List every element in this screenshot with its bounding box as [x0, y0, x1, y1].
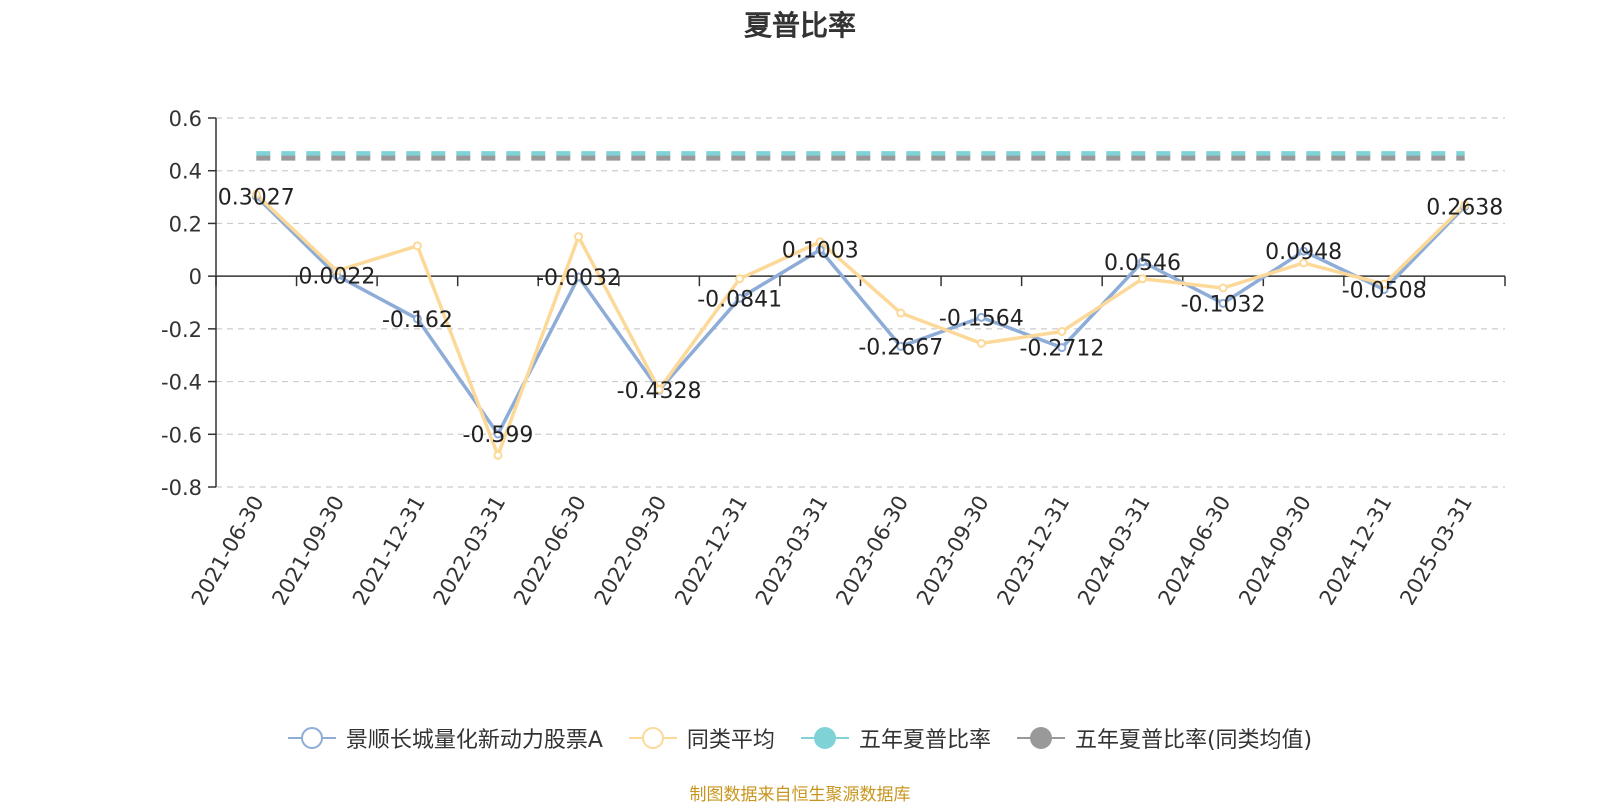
x-tick-label: 2024-12-31 [1315, 492, 1397, 610]
series-point-0 [976, 312, 986, 322]
x-tick-label: 2022-06-30 [509, 492, 591, 610]
series-point-0 [735, 293, 745, 303]
y-tick-label: 0 [189, 265, 202, 289]
data-label: -0.4328 [617, 379, 702, 404]
x-tick-label: 2021-09-30 [267, 492, 349, 610]
series-point-1 [1379, 279, 1389, 289]
y-tick-label: -0.2 [161, 318, 202, 342]
series-point-1 [896, 308, 906, 318]
x-tick-label: 2023-06-30 [831, 492, 913, 610]
x-tick-label: 2022-12-31 [670, 492, 752, 610]
series-point-1 [574, 232, 584, 242]
series-point-1 [1299, 258, 1309, 268]
x-tick-label: 2021-12-31 [348, 492, 430, 610]
y-tick-label: -0.6 [161, 423, 202, 447]
y-tick-label: 0.6 [169, 107, 202, 131]
legend-marker-peer-avg [628, 727, 677, 749]
data-label: -0.0841 [697, 287, 782, 312]
data-label: 0.2638 [1426, 196, 1503, 221]
series-point-1 [412, 241, 422, 251]
legend-item-fund[interactable]: 景顺长城量化新动力股票A [287, 722, 603, 754]
series-point-1 [815, 237, 825, 247]
y-tick-label: 0.2 [169, 212, 202, 236]
x-tick-label: 2023-12-31 [992, 492, 1074, 610]
series-point-1 [493, 450, 503, 460]
chart-title: 夏普比率 [743, 9, 856, 42]
legend-label-five-year-peer: 五年夏普比率(同类均值) [1074, 728, 1313, 753]
series-point-1 [1137, 274, 1147, 284]
series-point-0 [493, 429, 503, 439]
series-point-1 [735, 274, 745, 284]
data-label: -0.1032 [1181, 292, 1266, 317]
y-tick-label: 0.4 [169, 160, 202, 184]
y-tick-label: -0.8 [161, 476, 202, 500]
series-point-0 [1137, 257, 1147, 267]
series-point-1 [332, 266, 342, 276]
x-tick-label: 2023-09-30 [912, 492, 994, 610]
legend-label-five-year: 五年夏普比率 [858, 728, 991, 753]
chart-legend: 景顺长城量化新动力股票A 同类平均 五年夏普比率 五年夏普比率(同类均值) [0, 722, 1600, 754]
data-source-note: 制图数据来自恒生聚源数据库 [689, 785, 911, 805]
legend-marker-five-year [800, 727, 849, 749]
x-tick-label: 2023-03-31 [751, 492, 833, 610]
series-point-1 [654, 384, 664, 394]
x-tick-label: 2025-03-31 [1395, 492, 1477, 610]
legend-label-peer-avg: 同类平均 [686, 728, 775, 753]
series-point-0 [896, 341, 906, 351]
series-point-0 [412, 314, 422, 324]
x-tick-label: 2024-03-31 [1073, 492, 1155, 610]
legend-marker-fund [287, 727, 336, 749]
series-point-1 [1460, 200, 1470, 210]
data-label: 0.1003 [782, 239, 859, 264]
series-point-1 [251, 189, 261, 199]
data-label: 0.0022 [298, 265, 375, 290]
x-tick-label: 2024-09-30 [1234, 492, 1316, 610]
legend-marker-five-year-peer [1016, 727, 1065, 749]
legend-item-five-year[interactable]: 五年夏普比率 [800, 722, 991, 754]
data-label: -0.2667 [858, 335, 943, 360]
x-tick-label: 2024-06-30 [1154, 492, 1236, 610]
series-point-0 [1299, 246, 1309, 256]
series-point-1 [1057, 326, 1067, 336]
series-point-0 [574, 272, 584, 282]
series-point-0 [1218, 298, 1228, 308]
x-tick-label: 2022-03-31 [428, 492, 510, 610]
y-tick-label: -0.4 [161, 371, 202, 395]
series-point-1 [976, 338, 986, 348]
data-label: -0.2712 [1019, 337, 1104, 362]
data-label: -0.0032 [536, 266, 621, 291]
legend-label-fund: 景顺长城量化新动力股票A [345, 728, 603, 753]
series-point-0 [1057, 343, 1067, 353]
data-label: -0.162 [382, 308, 453, 333]
legend-item-peer-avg[interactable]: 同类平均 [628, 722, 775, 754]
x-tick-label: 2021-06-30 [187, 492, 269, 610]
data-label: 0.0948 [1265, 240, 1342, 265]
data-label: -0.1564 [939, 306, 1024, 331]
x-tick-label: 2022-09-30 [590, 492, 672, 610]
series-line-1 [255, 193, 1466, 458]
legend-item-five-year-peer[interactable]: 五年夏普比率(同类均值) [1016, 722, 1313, 754]
series-point-1 [1218, 283, 1228, 293]
data-label: -0.0508 [1342, 279, 1427, 304]
data-label: 0.3027 [218, 185, 295, 210]
data-label: 0.0546 [1104, 251, 1181, 276]
data-label: -0.599 [463, 423, 534, 448]
